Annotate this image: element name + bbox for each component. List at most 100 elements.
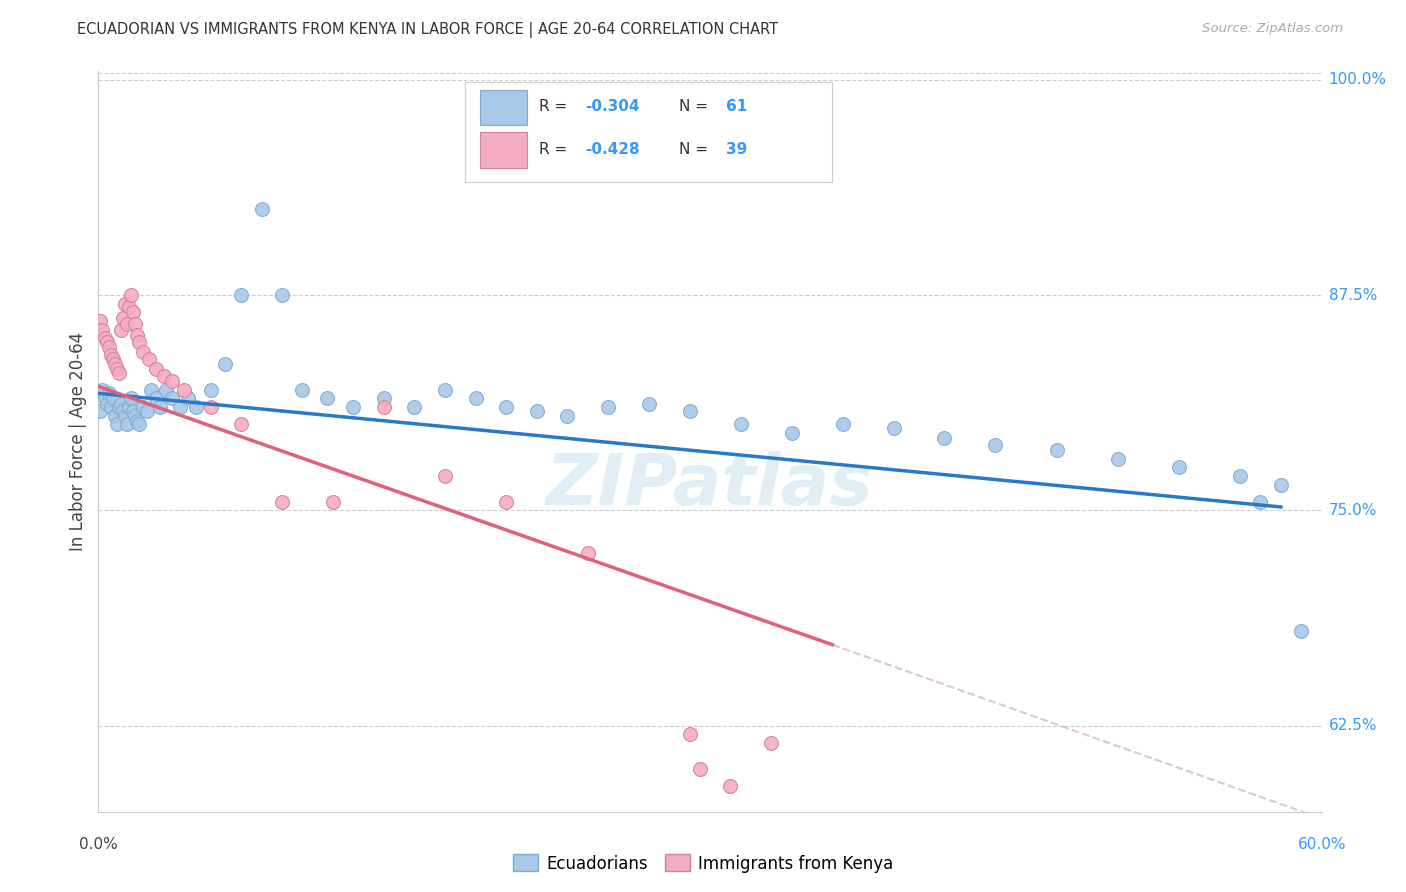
Point — [1229, 469, 1251, 483]
Text: ECUADORIAN VS IMMIGRANTS FROM KENYA IN LABOR FORCE | AGE 20-64 CORRELATION CHART: ECUADORIAN VS IMMIGRANTS FROM KENYA IN L… — [77, 22, 779, 38]
Point — [108, 366, 131, 380]
Point — [250, 202, 273, 216]
Point — [434, 383, 457, 397]
Point — [883, 421, 905, 435]
Point — [231, 288, 253, 302]
Point — [149, 400, 172, 414]
Point — [984, 438, 1007, 452]
Point — [110, 323, 132, 337]
Point — [270, 495, 294, 509]
Point — [555, 409, 579, 423]
Point — [97, 386, 120, 401]
Point — [495, 400, 517, 414]
Text: -0.304: -0.304 — [585, 99, 640, 114]
Point — [96, 397, 118, 411]
Point — [1107, 451, 1129, 466]
Point — [105, 417, 128, 432]
Point — [100, 400, 122, 414]
Point — [780, 425, 803, 440]
Point — [128, 334, 150, 349]
Text: 39: 39 — [725, 142, 747, 157]
Point — [637, 397, 661, 411]
Point — [214, 357, 236, 371]
Text: 0.0%: 0.0% — [79, 837, 118, 852]
Point — [689, 873, 711, 888]
Point — [177, 392, 200, 406]
Point — [342, 400, 364, 414]
Point — [231, 417, 253, 432]
Point — [111, 310, 134, 325]
Text: 61: 61 — [725, 99, 747, 114]
Point — [91, 323, 114, 337]
Point — [598, 400, 620, 414]
Point — [526, 403, 548, 417]
Point — [186, 400, 208, 414]
Text: R =: R = — [538, 142, 572, 157]
Point — [136, 403, 159, 417]
Point — [160, 392, 183, 406]
Point — [145, 362, 167, 376]
Point — [101, 351, 124, 366]
Point — [934, 431, 956, 445]
Point — [118, 300, 141, 314]
Text: 62.5%: 62.5% — [1329, 718, 1376, 733]
Point — [200, 400, 222, 414]
Point — [104, 357, 127, 371]
FancyBboxPatch shape — [479, 90, 526, 126]
Point — [108, 400, 131, 414]
Point — [115, 417, 138, 432]
Point — [730, 417, 752, 432]
Point — [132, 345, 155, 359]
Point — [138, 351, 160, 366]
Point — [1045, 443, 1069, 458]
Point — [718, 779, 742, 793]
Point — [831, 417, 853, 432]
Text: Source: ZipAtlas.com: Source: ZipAtlas.com — [1202, 22, 1343, 36]
FancyBboxPatch shape — [465, 82, 832, 183]
Point — [1291, 624, 1313, 638]
Text: 100.0%: 100.0% — [1329, 72, 1386, 87]
Point — [1167, 460, 1189, 475]
Point — [128, 417, 150, 432]
Point — [373, 392, 395, 406]
Point — [89, 403, 111, 417]
Point — [105, 362, 128, 376]
Point — [315, 392, 337, 406]
Point — [152, 369, 174, 384]
Point — [101, 392, 124, 406]
Point — [120, 392, 142, 406]
Point — [322, 495, 344, 509]
Text: 87.5%: 87.5% — [1329, 288, 1376, 302]
Point — [110, 397, 132, 411]
Point — [124, 318, 146, 332]
Text: 60.0%: 60.0% — [1298, 837, 1346, 852]
Point — [434, 469, 457, 483]
Point — [495, 495, 517, 509]
Text: 75.0%: 75.0% — [1329, 503, 1376, 518]
Point — [91, 383, 114, 397]
Point — [291, 383, 314, 397]
Y-axis label: In Labor Force | Age 20-64: In Labor Force | Age 20-64 — [69, 332, 87, 551]
FancyBboxPatch shape — [479, 132, 526, 168]
Point — [100, 348, 122, 362]
Point — [679, 403, 702, 417]
Point — [127, 327, 149, 342]
Point — [200, 383, 222, 397]
Point — [464, 392, 486, 406]
Point — [114, 409, 136, 423]
Point — [104, 409, 127, 423]
Point — [1249, 495, 1271, 509]
Text: N =: N = — [679, 142, 713, 157]
Point — [155, 383, 177, 397]
Point — [115, 318, 138, 332]
Point — [132, 400, 155, 414]
Point — [111, 403, 134, 417]
Point — [114, 297, 136, 311]
Text: ZIPatlas: ZIPatlas — [547, 451, 873, 520]
Point — [141, 383, 163, 397]
Point — [679, 727, 702, 741]
Point — [576, 546, 599, 560]
Point — [122, 403, 145, 417]
Legend: Ecuadorians, Immigrants from Kenya: Ecuadorians, Immigrants from Kenya — [506, 847, 900, 880]
Point — [145, 392, 167, 406]
